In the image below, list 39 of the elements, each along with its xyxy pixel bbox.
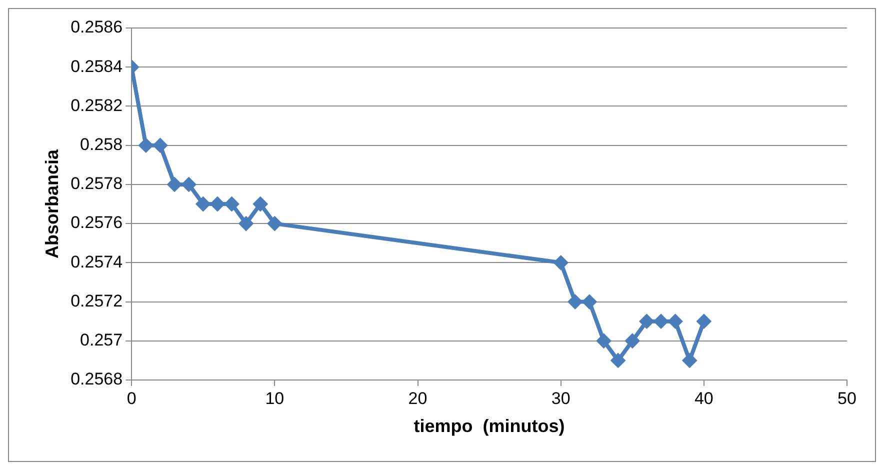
point bbox=[210, 196, 225, 212]
y-axis-title: Absorbancia bbox=[42, 148, 62, 259]
y-tick-label: 0.2584 bbox=[70, 56, 123, 76]
y-tick-label: 0.2576 bbox=[70, 213, 123, 232]
y-tick-label: 0.2572 bbox=[70, 291, 123, 310]
point bbox=[624, 333, 640, 348]
point bbox=[152, 138, 168, 153]
point bbox=[668, 314, 683, 329]
point bbox=[224, 196, 240, 212]
point bbox=[181, 176, 196, 192]
point bbox=[696, 314, 712, 329]
x-tick-label: 40 bbox=[694, 388, 714, 408]
point bbox=[196, 196, 211, 212]
point bbox=[653, 314, 668, 329]
point bbox=[582, 294, 597, 310]
x-tick-label: 20 bbox=[408, 388, 428, 408]
y-tick-label: 0.257 bbox=[80, 330, 123, 350]
y-tick-label: 0.2582 bbox=[70, 96, 123, 115]
point bbox=[639, 314, 654, 329]
point bbox=[167, 176, 182, 192]
point bbox=[596, 333, 612, 348]
point bbox=[553, 255, 568, 270]
x-tick-label: 50 bbox=[838, 388, 856, 408]
point bbox=[682, 352, 698, 368]
point bbox=[238, 216, 254, 232]
x-tick-label: 0 bbox=[126, 388, 136, 408]
y-tick-label: 0.2578 bbox=[70, 174, 123, 194]
point bbox=[568, 294, 583, 310]
y-tick-label: 0.2574 bbox=[70, 252, 123, 272]
y-tick-label: 0.2586 bbox=[70, 18, 123, 37]
x-tick-label: 30 bbox=[551, 388, 570, 408]
y-tick-label: 0.2568 bbox=[70, 370, 123, 389]
y-tick-label: 0.258 bbox=[80, 135, 123, 154]
point bbox=[267, 216, 282, 232]
point bbox=[610, 352, 626, 368]
point bbox=[138, 138, 154, 153]
point bbox=[252, 196, 268, 212]
x-axis-title: tiempo (minutos) bbox=[414, 416, 565, 436]
x-tick-label: 10 bbox=[265, 388, 284, 408]
